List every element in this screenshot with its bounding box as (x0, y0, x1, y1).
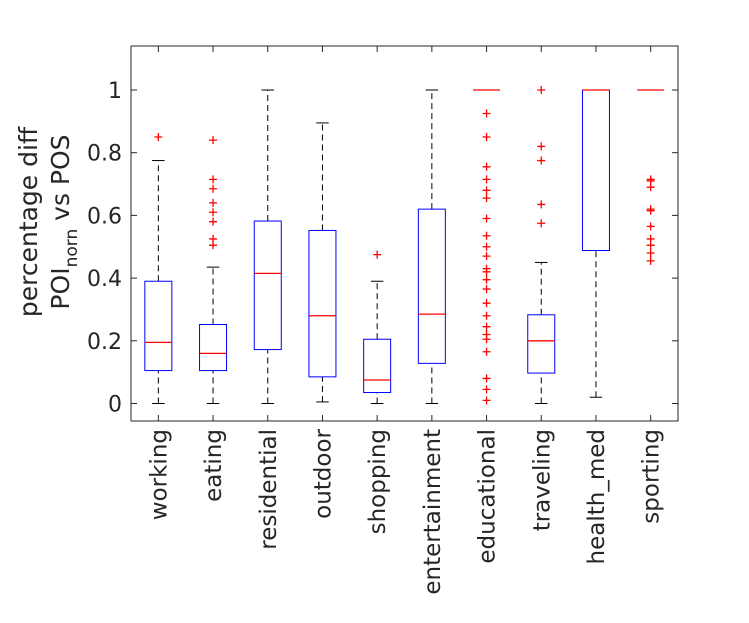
category-label: health_med (584, 429, 610, 564)
outlier-marker (209, 198, 218, 207)
box-shopping (363, 250, 392, 404)
y-tick-label: 0.2 (87, 330, 122, 355)
category-label: working (146, 429, 172, 520)
box-entertainment (417, 89, 446, 404)
outlier-marker (482, 109, 491, 118)
box-traveling (527, 86, 556, 404)
outlier-marker (154, 133, 163, 142)
outlier-marker (482, 214, 491, 223)
box-residential (253, 89, 282, 404)
outlier-marker (209, 208, 218, 217)
outlier-marker (482, 267, 491, 276)
iqr-box (417, 208, 446, 364)
category-labels-layer: working eating residential outdoor shopping e… (146, 428, 664, 594)
outlier-marker (373, 250, 382, 259)
y-ticks-layer: 0 0.2 0.4 0.6 0.8 1 (87, 46, 678, 421)
outlier-marker (537, 86, 546, 94)
iqr-box (363, 338, 392, 394)
outlier-marker (482, 347, 491, 356)
category-label: outdoor (310, 428, 336, 518)
outlier-marker (482, 285, 491, 294)
y-axis-label-subscript: norn (62, 229, 82, 268)
iqr-box (581, 89, 610, 252)
outlier-marker (482, 186, 491, 195)
y-axis-label-poi: POI (46, 267, 75, 309)
box-educational (473, 89, 501, 405)
iqr-box (144, 280, 173, 372)
box-eating (199, 136, 228, 404)
outlier-marker (482, 396, 491, 405)
y-tick-label: 1 (108, 79, 122, 104)
box-sporting (637, 89, 665, 265)
outlier-marker (537, 156, 546, 165)
y-tick-label: 0.6 (87, 204, 122, 229)
outlier-marker (482, 385, 491, 394)
outlier-marker (209, 184, 218, 193)
iqr-box (199, 323, 228, 372)
y-tick-label: 0 (108, 393, 122, 418)
outlier-marker (482, 242, 491, 251)
y-axis-label-line1: percentage diff (14, 126, 43, 317)
outlier-marker (537, 200, 546, 209)
category-label: educational (475, 429, 501, 564)
category-label: traveling (529, 429, 555, 531)
outlier-marker (209, 241, 218, 250)
category-label: sporting (639, 429, 665, 524)
outlier-marker (209, 136, 218, 145)
box-health_med (581, 89, 610, 398)
outlier-marker (482, 231, 491, 240)
outlier-marker (482, 311, 491, 320)
category-label: shopping (365, 429, 391, 534)
outlier-marker (482, 374, 491, 383)
outlier-marker (482, 194, 491, 203)
outlier-marker (646, 249, 655, 258)
y-axis-label-line2: POInorn vs POS (46, 134, 82, 309)
outlier-marker (482, 162, 491, 171)
outlier-marker (482, 322, 491, 331)
category-label: eating (201, 429, 227, 502)
category-label: entertainment (420, 429, 446, 595)
category-label: residential (256, 429, 282, 550)
outlier-marker (646, 256, 655, 265)
outlier-marker (537, 142, 546, 151)
outlier-marker (646, 241, 655, 250)
outlier-marker (482, 335, 491, 344)
outlier-marker (482, 133, 491, 142)
outlier-marker (209, 217, 218, 226)
outlier-marker (482, 275, 491, 284)
plot-frame (130, 45, 679, 422)
outlier-marker (646, 183, 655, 192)
iqr-box (253, 220, 282, 351)
box-working (144, 133, 173, 404)
y-axis-label: percentage diff POInorn vs POS (14, 126, 82, 317)
boxes-layer (144, 86, 665, 405)
outlier-marker (646, 206, 655, 215)
outlier-marker (209, 175, 218, 184)
y-axis-label-suffix: vs POS (46, 134, 75, 228)
iqr-box (527, 314, 556, 374)
outlier-marker (482, 175, 491, 184)
iqr-box (308, 229, 337, 378)
y-tick-label: 0.4 (87, 267, 122, 292)
box-outdoor (308, 122, 337, 403)
outlier-marker (482, 299, 491, 308)
outlier-marker (646, 222, 655, 231)
outlier-marker (537, 219, 546, 228)
y-tick-label: 0.8 (87, 142, 122, 167)
outlier-marker (482, 252, 491, 261)
